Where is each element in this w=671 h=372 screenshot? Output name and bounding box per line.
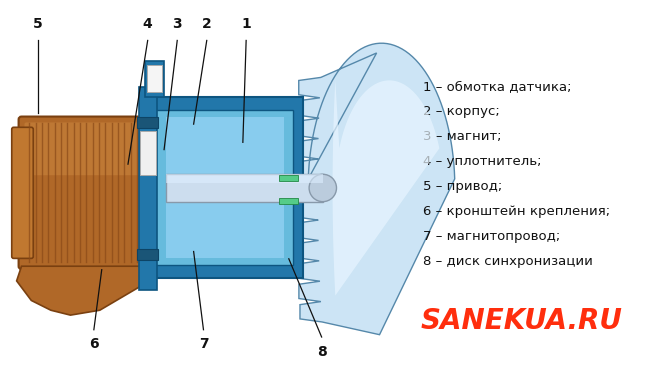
Polygon shape (297, 43, 455, 335)
FancyBboxPatch shape (166, 116, 284, 259)
FancyBboxPatch shape (154, 110, 293, 265)
FancyBboxPatch shape (166, 174, 323, 183)
Polygon shape (333, 80, 440, 296)
Text: 5 – привод;: 5 – привод; (423, 180, 502, 193)
FancyBboxPatch shape (11, 127, 34, 259)
Text: 1: 1 (242, 17, 251, 31)
FancyBboxPatch shape (278, 198, 299, 203)
FancyBboxPatch shape (145, 61, 164, 97)
Text: 7 – магнитопровод;: 7 – магнитопровод; (423, 230, 560, 243)
Text: 3: 3 (172, 17, 182, 31)
Circle shape (309, 174, 336, 202)
Text: 6: 6 (89, 337, 99, 351)
Text: 4: 4 (143, 17, 152, 31)
FancyBboxPatch shape (137, 248, 158, 260)
FancyBboxPatch shape (19, 116, 148, 269)
Polygon shape (17, 266, 150, 315)
Text: 2 – корпус;: 2 – корпус; (423, 105, 499, 118)
FancyBboxPatch shape (24, 122, 142, 175)
Text: 1 – обмотка датчика;: 1 – обмотка датчика; (423, 80, 571, 93)
FancyBboxPatch shape (145, 97, 303, 278)
Text: 4 – уплотнитель;: 4 – уплотнитель; (423, 155, 541, 168)
FancyBboxPatch shape (137, 116, 158, 128)
Text: 6 – кронштейн крепления;: 6 – кронштейн крепления; (423, 205, 610, 218)
Text: 3 – магнит;: 3 – магнит; (423, 130, 501, 143)
Text: 7: 7 (199, 337, 208, 351)
FancyBboxPatch shape (166, 174, 323, 202)
Text: 5: 5 (33, 17, 43, 31)
Text: 8 – диск синхронизации: 8 – диск синхронизации (423, 255, 592, 268)
FancyBboxPatch shape (140, 131, 156, 175)
FancyBboxPatch shape (147, 65, 162, 92)
Text: 8: 8 (317, 344, 327, 359)
FancyBboxPatch shape (139, 87, 156, 290)
Text: 2: 2 (202, 17, 211, 31)
Text: SANEKUA.RU: SANEKUA.RU (421, 307, 623, 335)
FancyBboxPatch shape (278, 175, 299, 181)
